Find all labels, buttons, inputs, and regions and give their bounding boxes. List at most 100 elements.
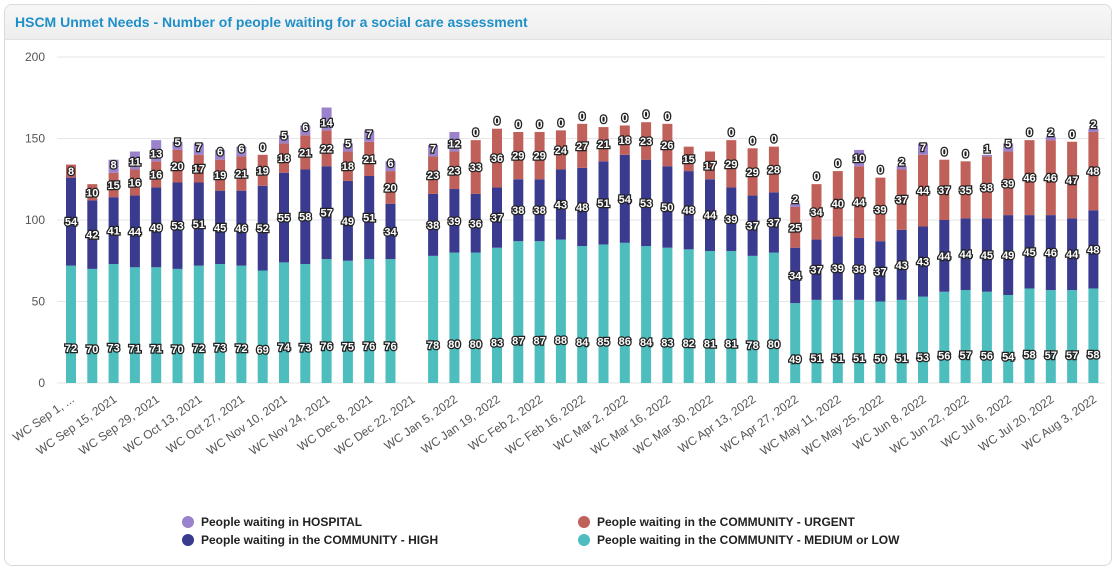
data-label: 0 [963, 148, 969, 160]
x-tick-label: WC Aug 3, 2022 [1020, 392, 1100, 454]
data-label: 53 [917, 352, 929, 364]
bar-segment [300, 169, 311, 265]
data-label: 6 [302, 122, 308, 134]
bar-segment [705, 179, 715, 251]
bar-segment [172, 268, 183, 383]
bar-segment [470, 193, 481, 253]
legend-item-high[interactable]: People waiting in the COMMUNITY - HIGH [182, 532, 438, 547]
bar-segment [981, 156, 992, 219]
data-label: 2 [1090, 119, 1096, 131]
bar-segment [215, 159, 226, 191]
data-label: 5 [281, 130, 287, 142]
data-label: 23 [448, 165, 460, 177]
bar-segment [832, 236, 843, 300]
data-label: 0 [728, 127, 734, 139]
bar-segment [513, 179, 524, 242]
data-label: 38 [427, 220, 439, 232]
bar-segment [300, 135, 311, 170]
bar-segment [321, 259, 332, 383]
bar-segment [1003, 215, 1014, 295]
data-label: 34 [384, 226, 397, 238]
data-label: 69 [257, 344, 269, 356]
bar-segment [960, 218, 971, 291]
data-label: 7 [920, 142, 926, 154]
data-label: 37 [491, 213, 503, 225]
y-tick-label: 200 [25, 50, 45, 64]
bar-segment [832, 299, 843, 383]
data-label: 84 [576, 337, 589, 349]
legend-swatch [578, 515, 590, 528]
data-label: 10 [86, 187, 98, 199]
data-label: 0 [537, 119, 543, 131]
data-label: 54 [619, 194, 632, 206]
bar-segment [66, 164, 76, 178]
data-label: 21 [363, 154, 375, 166]
data-label: 52 [257, 223, 269, 235]
legend-item-hospital[interactable]: People waiting in HOSPITAL [182, 514, 362, 529]
bar-segment [747, 255, 758, 383]
data-label: 49 [150, 222, 162, 234]
legend-label: People waiting in HOSPITAL [201, 514, 363, 529]
bar-segment [939, 291, 950, 383]
bar-segment [470, 252, 481, 383]
bar-segment [960, 290, 971, 383]
bar-segment [236, 146, 247, 157]
legend-item-urgent[interactable]: People waiting in the COMMUNITY - URGENT [578, 514, 855, 529]
bar-segment [832, 171, 843, 237]
bar-segment [1088, 288, 1099, 383]
bar-segment [151, 140, 162, 162]
bar-segment [449, 189, 460, 253]
data-label: 20 [384, 182, 396, 194]
bar-segment [875, 177, 886, 242]
data-label: 37 [938, 185, 950, 197]
data-label: 27 [576, 141, 588, 153]
data-label: 78 [746, 340, 758, 352]
bar-segment [705, 250, 715, 383]
data-label: 29 [746, 167, 758, 179]
bar-segment [790, 206, 801, 248]
data-label: 24 [555, 145, 568, 157]
legend-item-medium-low[interactable]: People waiting in the COMMUNITY - MEDIUM… [578, 532, 899, 547]
y-tick-label: 0 [38, 376, 45, 390]
bar-segment [768, 192, 779, 253]
bar-segment [1045, 215, 1056, 291]
bar-segment [662, 166, 673, 248]
bar-segment [236, 156, 247, 191]
data-label: 18 [342, 161, 354, 173]
bar-segment [577, 246, 588, 383]
data-label: 37 [896, 195, 908, 207]
data-label: 49 [789, 354, 801, 366]
bar-segment [726, 250, 737, 383]
bar-segment [513, 131, 524, 180]
legend-swatch [182, 533, 194, 546]
data-label: 35 [959, 185, 971, 197]
bar-segment [151, 267, 162, 383]
data-label: 5 [1005, 139, 1011, 151]
bar-segment [896, 229, 907, 300]
bar-segment [108, 172, 119, 198]
data-label: 21 [299, 147, 311, 159]
data-label: 0 [771, 134, 777, 146]
bar-segment [534, 241, 545, 383]
data-label: 81 [704, 338, 716, 350]
bar-segment [854, 166, 865, 238]
bar-segment [364, 141, 375, 176]
bar-segment [939, 159, 950, 220]
data-label: 83 [491, 337, 503, 349]
data-label: 22 [320, 143, 332, 155]
bar-segment [1024, 288, 1035, 383]
bar-segment [726, 140, 737, 188]
bar-segment [342, 151, 353, 181]
bar-segment [790, 303, 801, 383]
bar-segment [1045, 136, 1056, 141]
data-label: 37 [746, 221, 758, 233]
data-label: 46 [235, 223, 247, 235]
bar-segment [193, 143, 204, 155]
bar-segment [215, 149, 226, 160]
data-label: 71 [150, 343, 162, 355]
data-label: 84 [640, 337, 653, 349]
bar-segment [1024, 215, 1035, 289]
bar-segment [236, 190, 247, 266]
bar-segment [1088, 210, 1099, 289]
bar-segment [1003, 151, 1014, 216]
